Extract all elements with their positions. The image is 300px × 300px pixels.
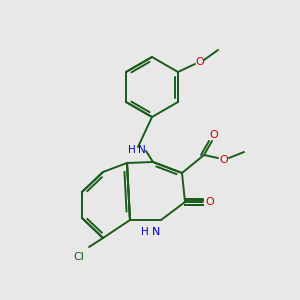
Text: O: O <box>196 57 204 67</box>
Text: H: H <box>128 145 136 155</box>
Text: O: O <box>220 155 228 165</box>
Text: H: H <box>141 227 149 237</box>
Text: O: O <box>210 130 218 140</box>
Text: N: N <box>152 227 160 237</box>
Text: O: O <box>206 197 214 207</box>
Text: Cl: Cl <box>74 252 84 262</box>
Text: N: N <box>138 145 146 155</box>
